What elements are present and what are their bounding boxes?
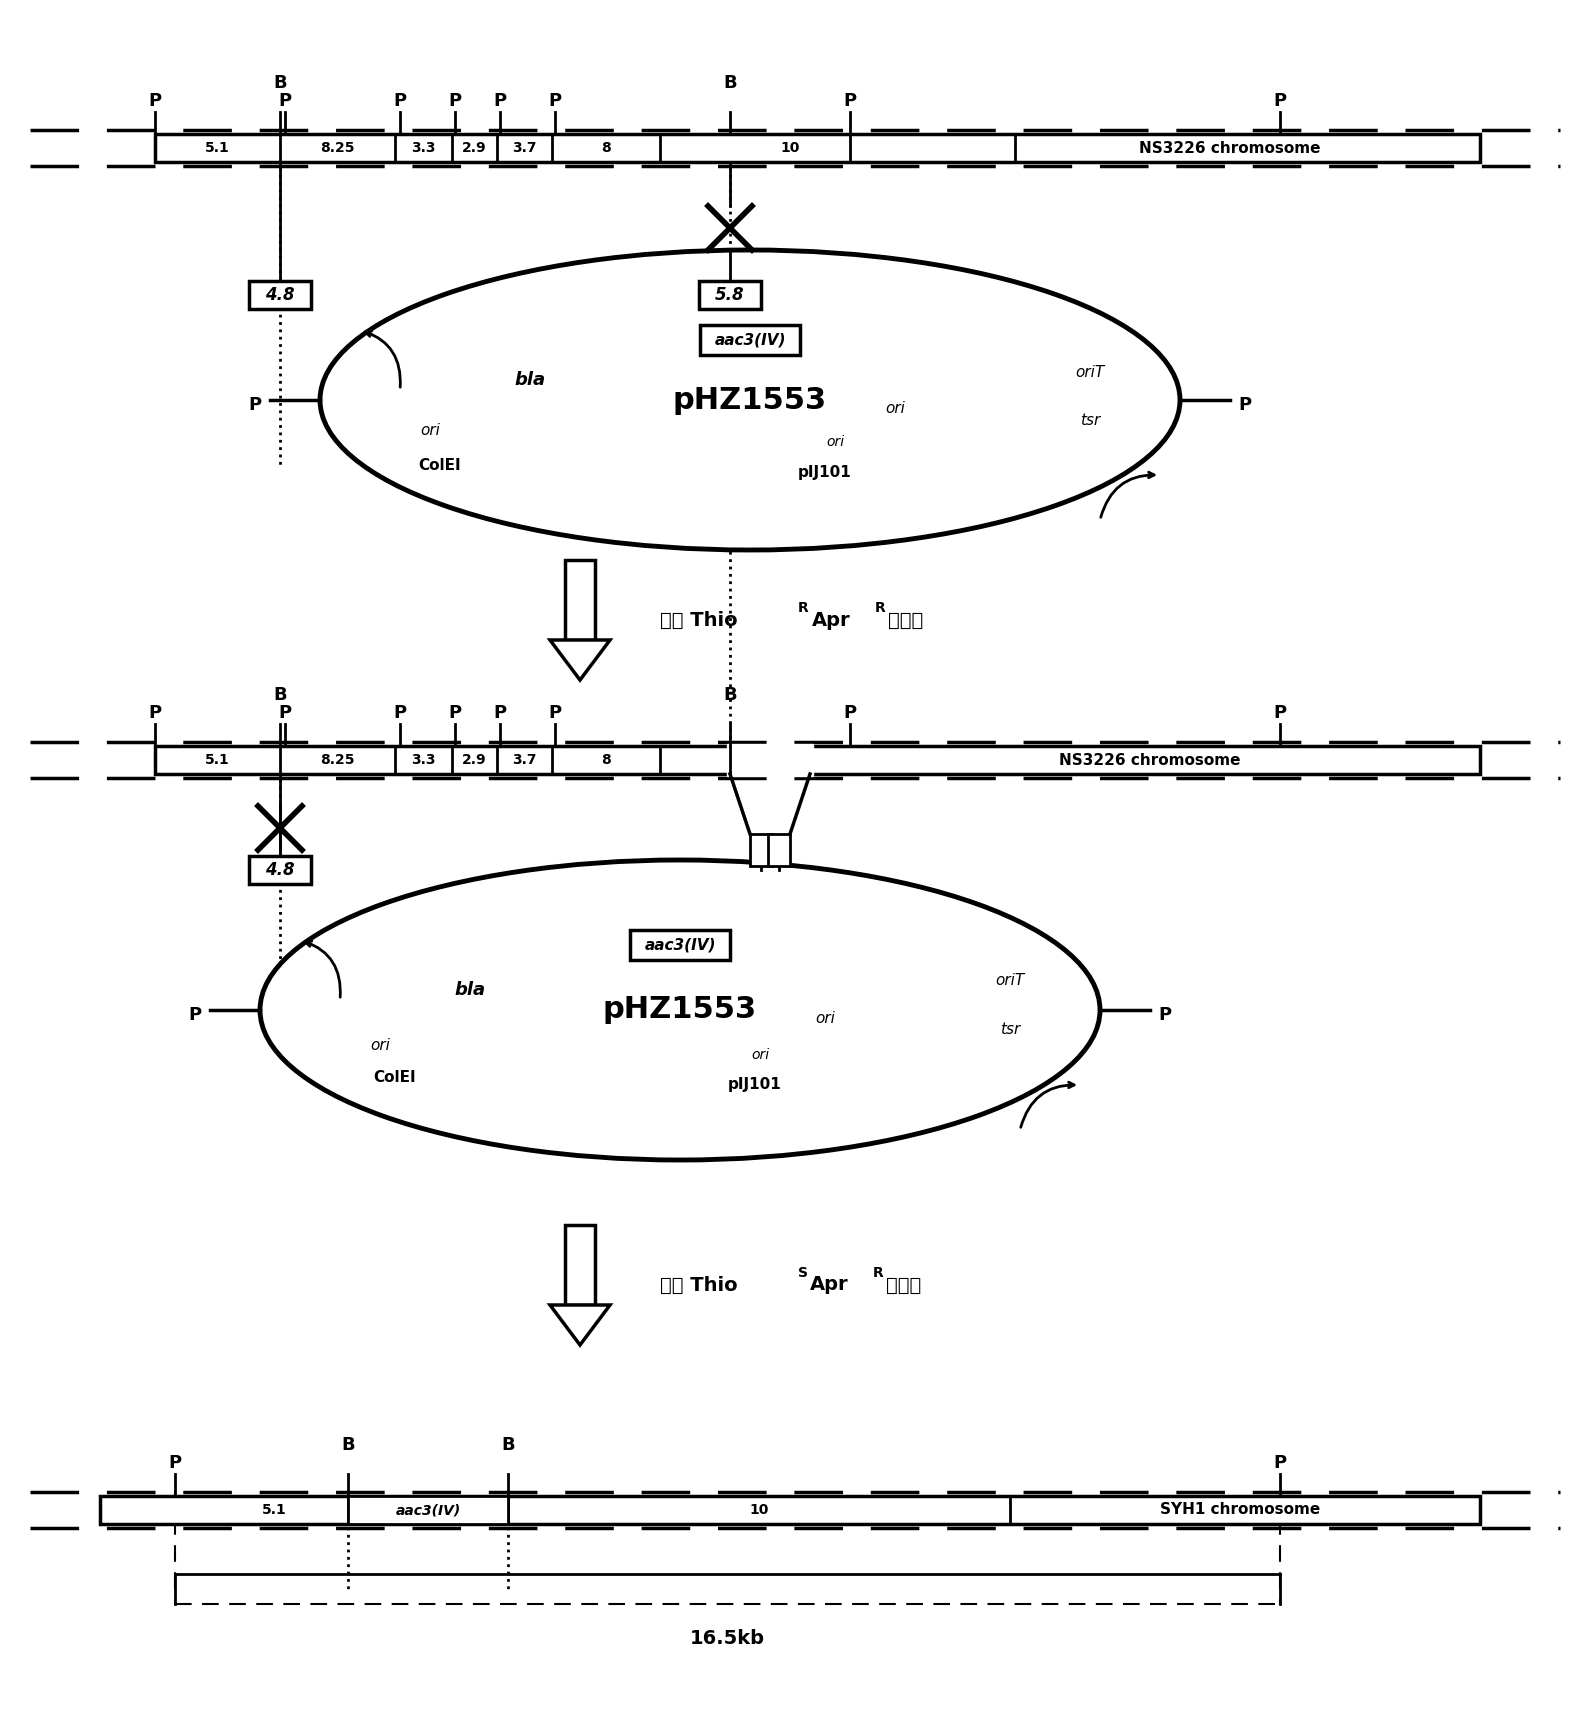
- Text: R: R: [873, 1267, 884, 1280]
- Text: Apr: Apr: [812, 611, 851, 630]
- Text: 3.3: 3.3: [411, 141, 436, 154]
- Text: B: B: [723, 685, 737, 704]
- Bar: [767, 835, 790, 866]
- Text: 4.8: 4.8: [265, 286, 295, 304]
- Text: ori: ori: [884, 401, 905, 415]
- Text: P: P: [393, 704, 406, 722]
- Text: ColEI: ColEI: [418, 458, 461, 472]
- Text: 10: 10: [780, 141, 799, 154]
- Text: P: P: [278, 92, 292, 109]
- Text: P: P: [843, 92, 856, 109]
- Ellipse shape: [321, 250, 1180, 550]
- Bar: [249, 855, 311, 885]
- Text: 2.9: 2.9: [463, 753, 486, 767]
- Text: 接合子: 接合子: [887, 611, 924, 630]
- Text: tsr: tsr: [1080, 413, 1101, 427]
- Text: P: P: [548, 92, 562, 109]
- Text: 5.1: 5.1: [205, 753, 231, 767]
- Text: P: P: [448, 92, 461, 109]
- Text: pHZ1553: pHZ1553: [603, 996, 756, 1024]
- Text: 4.8: 4.8: [265, 861, 295, 880]
- Text: ori: ori: [369, 1038, 390, 1053]
- Text: P: P: [1273, 1454, 1287, 1471]
- Text: oriT: oriT: [995, 973, 1025, 987]
- Text: P: P: [148, 92, 161, 109]
- Text: P: P: [169, 1454, 182, 1471]
- Bar: [347, 1496, 508, 1523]
- Text: ori: ori: [420, 423, 441, 437]
- Bar: [565, 1225, 595, 1305]
- Text: P: P: [188, 1006, 202, 1024]
- Bar: [99, 1496, 1480, 1523]
- Text: Apr: Apr: [810, 1275, 848, 1294]
- Text: ori: ori: [826, 435, 845, 449]
- Text: P: P: [448, 704, 461, 722]
- Bar: [155, 746, 1480, 774]
- Text: 2.9: 2.9: [463, 141, 486, 154]
- Polygon shape: [549, 640, 609, 680]
- Text: SYH1 chromosome: SYH1 chromosome: [1161, 1503, 1320, 1518]
- Text: aac3(IV): aac3(IV): [714, 333, 786, 347]
- Text: 3.7: 3.7: [512, 141, 537, 154]
- Text: 8: 8: [602, 753, 611, 767]
- Text: P: P: [1238, 396, 1252, 415]
- Text: P: P: [843, 704, 856, 722]
- Text: oriT: oriT: [1075, 364, 1105, 380]
- Text: 10: 10: [750, 1503, 769, 1516]
- Text: B: B: [723, 75, 737, 92]
- Bar: [699, 324, 801, 356]
- Text: 8.25: 8.25: [321, 141, 355, 154]
- Text: P: P: [1273, 92, 1287, 109]
- Text: B: B: [273, 685, 287, 704]
- Text: P: P: [278, 704, 292, 722]
- Text: NS3226 chromosome: NS3226 chromosome: [1140, 141, 1320, 156]
- Text: R: R: [875, 600, 886, 614]
- Text: ori: ori: [752, 1048, 769, 1062]
- Text: NS3226 chromosome: NS3226 chromosome: [1060, 753, 1241, 767]
- Text: 3.7: 3.7: [512, 753, 537, 767]
- Text: P: P: [1273, 704, 1287, 722]
- Text: 突变株: 突变株: [886, 1275, 921, 1294]
- Text: P: P: [148, 704, 161, 722]
- Bar: [565, 560, 595, 640]
- Text: bla: bla: [455, 980, 486, 999]
- Text: S: S: [797, 1267, 808, 1280]
- Ellipse shape: [261, 861, 1101, 1161]
- Text: 8.25: 8.25: [321, 753, 355, 767]
- Text: B: B: [341, 1437, 355, 1454]
- Text: ColEI: ColEI: [374, 1070, 417, 1086]
- Text: bla: bla: [515, 371, 546, 389]
- Bar: [750, 835, 772, 866]
- Text: 5.8: 5.8: [715, 286, 745, 304]
- Text: 8: 8: [602, 141, 611, 154]
- Text: pIJ101: pIJ101: [797, 465, 853, 479]
- Text: B: B: [501, 1437, 515, 1454]
- Text: 5.1: 5.1: [205, 141, 231, 154]
- Text: 5.1: 5.1: [262, 1503, 286, 1516]
- Text: R: R: [797, 600, 808, 614]
- Text: ori: ori: [815, 1010, 835, 1025]
- Text: pHZ1553: pHZ1553: [673, 385, 827, 415]
- Text: pIJ101: pIJ101: [728, 1077, 782, 1093]
- Text: P: P: [393, 92, 406, 109]
- Text: P: P: [493, 704, 507, 722]
- Text: 3.3: 3.3: [411, 753, 436, 767]
- Text: B: B: [273, 75, 287, 92]
- Text: P: P: [248, 396, 262, 415]
- Text: tsr: tsr: [1000, 1022, 1020, 1038]
- Text: P: P: [548, 704, 562, 722]
- Text: P: P: [493, 92, 507, 109]
- Polygon shape: [549, 1305, 609, 1345]
- Text: 16.5kb: 16.5kb: [690, 1629, 764, 1648]
- Bar: [155, 134, 1480, 161]
- Bar: [726, 744, 813, 776]
- Text: 筛选 Thio: 筛选 Thio: [660, 611, 737, 630]
- Text: aac3(IV): aac3(IV): [644, 937, 715, 953]
- Bar: [249, 281, 311, 309]
- Bar: [630, 930, 729, 959]
- Text: aac3(IV): aac3(IV): [395, 1503, 461, 1516]
- Text: P: P: [1159, 1006, 1172, 1024]
- Text: 筛选 Thio: 筛选 Thio: [660, 1275, 737, 1294]
- Bar: [699, 281, 761, 309]
